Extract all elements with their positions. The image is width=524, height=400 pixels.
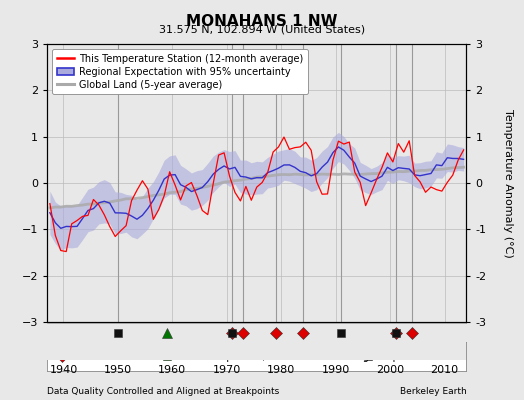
Text: Record Gap: Record Gap xyxy=(176,352,233,362)
Y-axis label: Temperature Anomaly (°C): Temperature Anomaly (°C) xyxy=(503,109,513,257)
Text: Data Quality Controlled and Aligned at Breakpoints: Data Quality Controlled and Aligned at B… xyxy=(47,387,279,396)
Text: Station Move: Station Move xyxy=(71,352,136,362)
Legend: This Temperature Station (12-month average), Regional Expectation with 95% uncer: This Temperature Station (12-month avera… xyxy=(52,49,308,94)
Text: 31.575 N, 102.894 W (United States): 31.575 N, 102.894 W (United States) xyxy=(159,25,365,35)
Text: Time of Obs. Change: Time of Obs. Change xyxy=(272,352,375,362)
Text: Berkeley Earth: Berkeley Earth xyxy=(400,387,466,396)
Text: MONAHANS 1 NW: MONAHANS 1 NW xyxy=(186,14,338,29)
Text: Empirical Break: Empirical Break xyxy=(377,352,454,362)
